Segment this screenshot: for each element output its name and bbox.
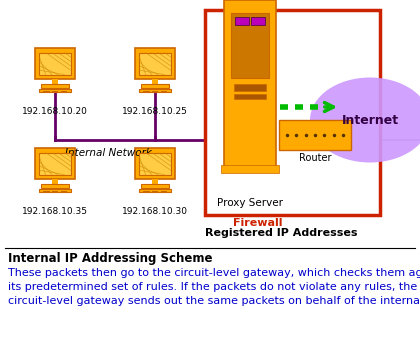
Text: Internet: Internet xyxy=(341,113,399,127)
Text: Proxy Server: Proxy Server xyxy=(217,198,283,208)
Bar xyxy=(139,53,171,75)
Bar xyxy=(231,13,269,78)
Bar xyxy=(41,184,69,187)
Bar xyxy=(39,189,71,193)
Bar xyxy=(139,89,171,93)
Bar xyxy=(39,53,71,75)
Text: Internal IP Addressing Scheme: Internal IP Addressing Scheme xyxy=(8,252,213,265)
Text: Router: Router xyxy=(299,153,331,163)
Bar xyxy=(135,48,175,79)
Bar xyxy=(279,120,351,150)
Bar xyxy=(39,89,71,93)
Text: These packets then go to the circuit-level gateway, which checks them against
it: These packets then go to the circuit-lev… xyxy=(8,268,420,306)
Bar xyxy=(152,79,158,84)
Bar xyxy=(141,184,169,187)
Bar xyxy=(224,0,276,170)
Text: Registered IP Addresses: Registered IP Addresses xyxy=(205,228,357,238)
Bar xyxy=(52,179,58,184)
Text: 192.168.10.20: 192.168.10.20 xyxy=(22,107,88,116)
Bar xyxy=(39,153,71,175)
Bar xyxy=(135,149,175,179)
Bar xyxy=(52,79,58,84)
Bar xyxy=(35,48,75,79)
Text: Internal Network: Internal Network xyxy=(65,148,152,158)
Bar xyxy=(205,10,380,215)
Bar xyxy=(141,84,169,87)
Bar xyxy=(234,94,266,99)
Bar xyxy=(221,164,279,172)
Bar xyxy=(235,17,249,25)
Bar xyxy=(139,153,171,175)
Text: 192.168.10.35: 192.168.10.35 xyxy=(22,207,88,216)
Ellipse shape xyxy=(310,77,420,162)
Bar xyxy=(152,179,158,184)
Bar xyxy=(41,84,69,87)
Text: 192.168.10.30: 192.168.10.30 xyxy=(122,207,188,216)
Bar xyxy=(234,84,266,91)
Bar xyxy=(35,149,75,179)
Text: Firewall: Firewall xyxy=(233,218,283,228)
Bar xyxy=(251,17,265,25)
Bar xyxy=(139,189,171,193)
Text: 192.168.10.25: 192.168.10.25 xyxy=(122,107,188,116)
